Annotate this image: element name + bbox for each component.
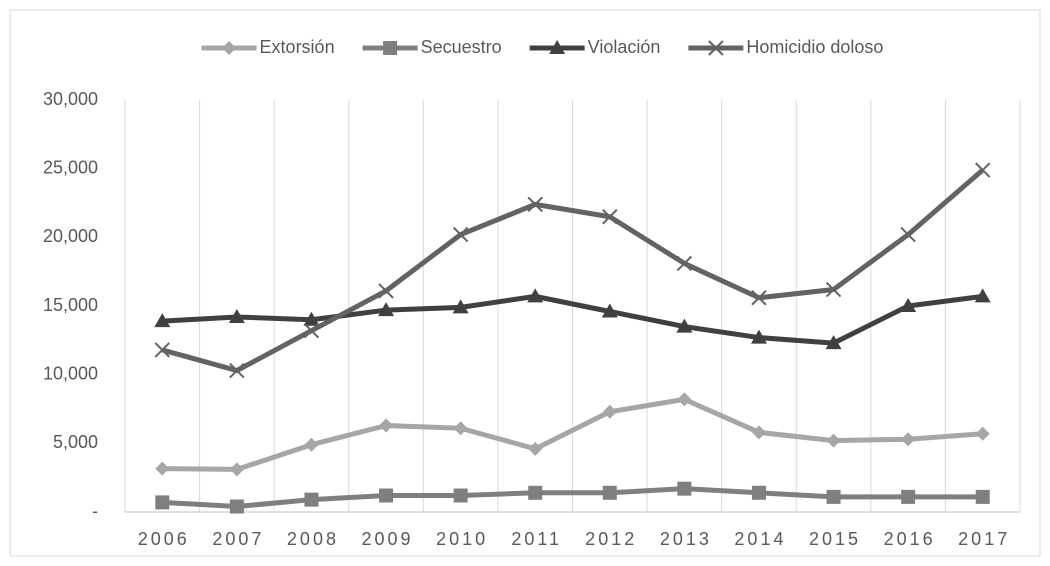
marker (751, 425, 766, 440)
marker (155, 461, 170, 476)
marker (228, 308, 245, 323)
x-tick-label: 2016 (884, 529, 936, 549)
marker (549, 40, 566, 54)
marker (527, 288, 544, 303)
marker (677, 392, 692, 407)
legend-label: Homicidio doloso (746, 37, 883, 57)
marker (527, 196, 543, 213)
marker (676, 255, 693, 272)
marker (378, 302, 395, 317)
marker (229, 362, 245, 379)
chart-border (9, 9, 1041, 557)
marker (304, 492, 319, 507)
marker (602, 485, 617, 500)
marker (975, 489, 990, 504)
marker (601, 303, 618, 318)
marker (975, 162, 991, 178)
marker (304, 437, 319, 452)
marker (453, 488, 468, 503)
marker (900, 298, 917, 312)
x-tick-label: 2017 (958, 529, 1010, 549)
marker (750, 329, 767, 344)
x-tick-label: 2008 (287, 529, 339, 549)
y-tick-label: 20,000 (43, 226, 98, 246)
legend-label: Secuestro (421, 37, 502, 57)
y-tick-label: 10,000 (43, 363, 98, 383)
y-tick-label: - (92, 501, 98, 521)
marker (383, 41, 398, 55)
x-tick-label: 2013 (660, 529, 712, 549)
x-tick-label: 2014 (734, 529, 786, 549)
marker (379, 418, 394, 433)
marker (825, 281, 842, 298)
marker (974, 288, 991, 303)
series-line (161, 168, 985, 374)
x-tick-label: 2007 (212, 529, 264, 549)
marker (676, 318, 693, 333)
marker (378, 283, 394, 299)
marker (901, 432, 916, 447)
legend-label: Extorsión (260, 37, 335, 57)
marker (708, 40, 724, 56)
marker (303, 311, 320, 326)
x-tick-label: 2015 (809, 529, 861, 549)
marker (602, 404, 617, 419)
marker (677, 481, 692, 496)
y-tick-label: 5,000 (53, 432, 98, 452)
series-line (162, 486, 983, 510)
marker (900, 226, 916, 243)
x-tick-label: 2010 (436, 529, 488, 549)
marker (751, 485, 766, 500)
marker (452, 226, 469, 243)
x-tick-label: 2011 (511, 529, 562, 549)
marker (379, 488, 394, 503)
marker (222, 41, 237, 55)
y-tick-label: 15,000 (43, 295, 98, 315)
marker (826, 433, 841, 448)
marker (602, 209, 618, 225)
series-line (162, 396, 983, 472)
x-tick-label: 2012 (585, 529, 637, 549)
y-tick-label: 30,000 (43, 89, 98, 109)
marker (229, 462, 244, 477)
marker (751, 290, 767, 306)
marker (303, 323, 320, 339)
y-tick-label: 25,000 (43, 157, 98, 177)
marker (528, 441, 543, 456)
marker (528, 485, 543, 500)
marker (825, 335, 842, 350)
x-tick-label: 2006 (138, 529, 190, 549)
marker (155, 495, 170, 510)
marker (154, 342, 170, 358)
marker (452, 299, 469, 314)
legend: Extorsión Secuestro Violación Homicidio dol… (201, 37, 883, 57)
marker (154, 313, 171, 328)
marker (826, 489, 841, 504)
legend-label: Violación (588, 37, 661, 57)
x-tick-label: 2009 (362, 529, 414, 549)
marker (975, 426, 990, 441)
marker (453, 421, 468, 436)
marker (229, 499, 244, 514)
series-line (162, 293, 984, 346)
marker (901, 489, 916, 504)
